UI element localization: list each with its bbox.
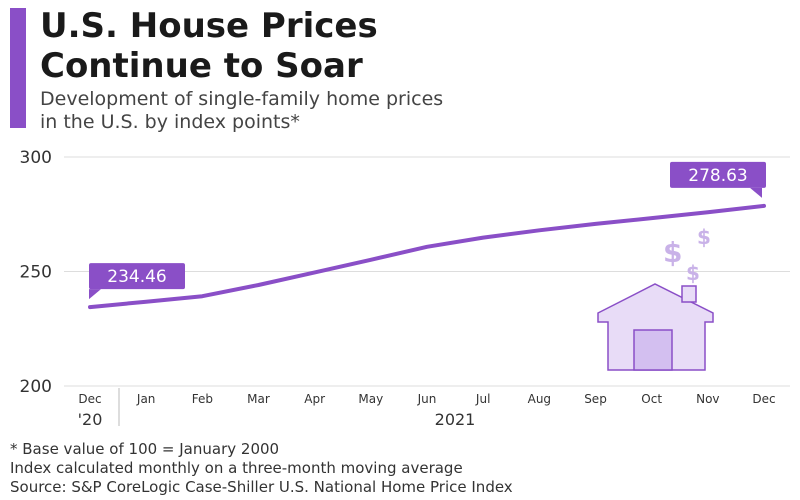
y-axis-ticks: 200 250 300 xyxy=(20,148,52,397)
value-callouts: 234.46 278.63 xyxy=(89,161,766,300)
callout-pointer xyxy=(750,187,762,198)
data-label: 234.46 xyxy=(107,267,166,287)
x-tick-label: Sep xyxy=(584,392,607,406)
series-line-layer xyxy=(88,203,766,310)
callout-box xyxy=(670,161,766,188)
year-label: '20 xyxy=(78,410,103,429)
x-tick-label: Mar xyxy=(247,392,270,406)
title-line-2: Continue to Soar xyxy=(40,46,363,86)
callout-box xyxy=(89,263,185,290)
y-tick-label: 250 xyxy=(20,263,52,283)
x-tick-label: Jun xyxy=(417,392,437,406)
dollar-sign-icon: $ $ $ xyxy=(663,225,711,285)
page-title: U.S. House Prices Continue to Soar xyxy=(40,6,640,86)
x-tick-label: Jan xyxy=(136,392,156,406)
x-tick-label: Oct xyxy=(641,392,662,406)
x-tick-label: Dec xyxy=(752,392,775,406)
title-accent-bar xyxy=(10,8,26,128)
x-tick-label: Aug xyxy=(528,392,551,406)
x-tick-label: Nov xyxy=(696,392,719,406)
house-icon xyxy=(597,283,714,371)
line-chart: 200 250 300 Dec Jan Feb Mar Apr May Jun Jul Aug Sep… xyxy=(20,148,790,429)
subtitle-line-2: in the U.S. by index points* xyxy=(40,111,300,133)
footnote-method: Index calculated monthly on a three-mont… xyxy=(10,459,463,477)
data-label: 278.63 xyxy=(688,166,747,186)
svg-text:$: $ xyxy=(686,261,700,285)
y-tick-label: 300 xyxy=(20,148,52,168)
callout-pointer xyxy=(89,289,101,300)
x-tick-label: Feb xyxy=(192,392,213,406)
x-tick-label: Apr xyxy=(304,392,325,406)
footnote-base-value: * Base value of 100 = January 2000 xyxy=(10,440,280,458)
chart-subtitle: Development of single-family home prices… xyxy=(40,88,600,134)
chart-footnotes: * Base value of 100 = January 2000 Index… xyxy=(10,440,513,497)
x-tick-label: Dec xyxy=(78,392,101,406)
x-axis-ticks: Dec Jan Feb Mar Apr May Jun Jul Aug Sep Oct Nov Dec '… xyxy=(78,388,776,429)
svg-text:$: $ xyxy=(697,225,711,249)
year-label: 2021 xyxy=(435,410,476,429)
x-tick-label: May xyxy=(358,392,383,406)
title-line-1: U.S. House Prices xyxy=(40,6,378,46)
y-tick-label: 200 xyxy=(20,377,52,397)
subtitle-line-1: Development of single-family home prices xyxy=(40,88,444,110)
chart-source: Source: S&P CoreLogic Case-Shiller U.S. … xyxy=(10,478,513,496)
x-tick-label: Jul xyxy=(475,392,490,406)
value-callout: 278.63 xyxy=(670,161,766,198)
svg-text:$: $ xyxy=(663,236,682,269)
value-callout: 234.46 xyxy=(89,263,185,300)
